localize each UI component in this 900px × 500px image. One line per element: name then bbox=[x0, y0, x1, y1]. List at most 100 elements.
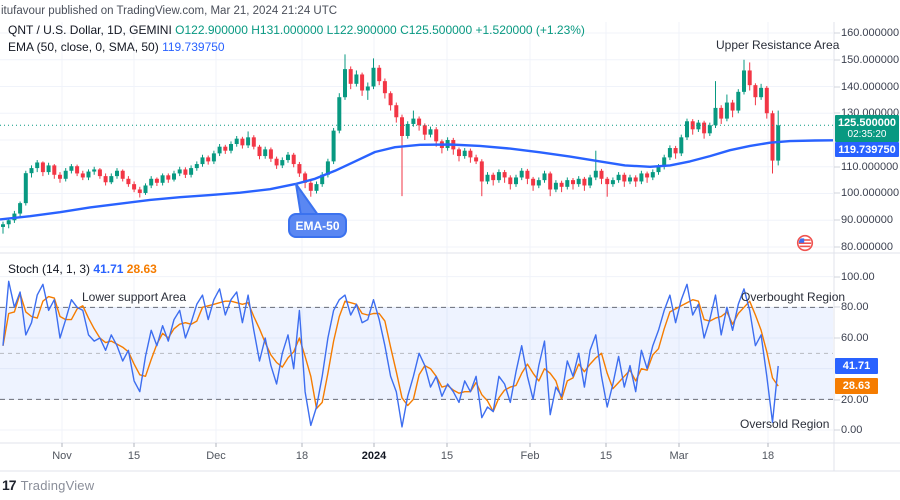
candle-body bbox=[696, 122, 701, 130]
candle-body bbox=[713, 107, 718, 126]
candle-body bbox=[240, 138, 245, 146]
candle-body bbox=[58, 174, 62, 179]
stoch-axis-label: 60.00 bbox=[841, 332, 869, 344]
candle-body bbox=[337, 97, 342, 131]
candle-body bbox=[97, 169, 102, 177]
candle-body bbox=[1, 224, 5, 227]
candle-body bbox=[639, 173, 644, 182]
candle-body bbox=[80, 173, 85, 178]
candle-body bbox=[23, 173, 28, 204]
candle-body bbox=[291, 154, 296, 165]
symbol-legend[interactable]: QNT / U.S. Dollar, 1D, GEMINI O122.90000… bbox=[8, 23, 585, 37]
candle-body bbox=[18, 203, 23, 214]
stoch-k-line bbox=[2, 280, 779, 428]
candle-body bbox=[434, 129, 439, 142]
candle-body bbox=[610, 180, 615, 185]
candle-body bbox=[229, 144, 233, 151]
candle-body bbox=[411, 118, 416, 124]
candle-body bbox=[160, 175, 165, 183]
candle-body bbox=[137, 189, 142, 193]
candle-body bbox=[542, 173, 547, 181]
candle-body bbox=[559, 182, 564, 187]
candle-body bbox=[63, 170, 68, 179]
candle-body bbox=[314, 184, 319, 191]
symbol-title: QNT / U.S. Dollar, 1D, GEMINI bbox=[8, 23, 172, 37]
ohlc-low: L122.900000 bbox=[326, 23, 397, 37]
candle-body bbox=[268, 149, 273, 159]
stoch-d-badge-value: 28.63 bbox=[842, 380, 871, 392]
candle-body bbox=[593, 170, 598, 178]
candle-body bbox=[428, 129, 433, 135]
time-axis-label: 18 bbox=[295, 450, 309, 462]
stoch-k-badge: 41.71 bbox=[835, 358, 878, 374]
candle-body bbox=[109, 176, 114, 183]
candle-body bbox=[764, 87, 769, 114]
price-axis-label: 160.000000 bbox=[841, 27, 900, 39]
candle-body bbox=[194, 164, 199, 169]
ema-callout[interactable]: EMA-50 bbox=[288, 213, 347, 238]
stoch-legend[interactable]: Stoch (14, 1, 3) 41.71 28.63 bbox=[8, 262, 157, 276]
candle-body bbox=[417, 118, 422, 126]
stoch-d-line bbox=[2, 292, 779, 413]
ema-legend[interactable]: EMA (50, close, 0, SMA, 50) 119.739750 bbox=[8, 40, 225, 54]
candle-body bbox=[702, 122, 707, 134]
candle-body bbox=[645, 173, 650, 178]
candle-body bbox=[457, 149, 461, 157]
candle-body bbox=[166, 175, 171, 180]
candle-body bbox=[183, 169, 188, 175]
chart-canvas[interactable] bbox=[0, 0, 900, 478]
stoch-d-badge: 28.63 bbox=[835, 378, 878, 394]
candle-body bbox=[177, 169, 182, 174]
ema-legend-name: EMA (50, close, 0, SMA, 50) bbox=[8, 40, 159, 54]
time-axis-label: 15 bbox=[127, 450, 141, 462]
time-axis-label: Dec bbox=[206, 450, 226, 462]
candle-body bbox=[667, 148, 672, 158]
candle-body bbox=[707, 125, 712, 134]
candle-body bbox=[479, 161, 484, 182]
oversold-region-label: Oversold Region bbox=[740, 417, 830, 431]
candle-body bbox=[496, 172, 501, 181]
candle-body bbox=[719, 107, 724, 119]
candle-body bbox=[724, 102, 729, 119]
stoch-d-value: 28.63 bbox=[126, 262, 157, 276]
stoch-axis-label: 100.00 bbox=[841, 271, 875, 283]
candle-body bbox=[462, 150, 467, 157]
candle-body bbox=[474, 157, 479, 162]
candle-body bbox=[405, 123, 410, 136]
stoch-axis-label: 80.00 bbox=[841, 301, 869, 313]
candle-body bbox=[377, 67, 382, 82]
candle-body bbox=[29, 168, 34, 174]
candle-body bbox=[394, 105, 399, 118]
candle-body bbox=[286, 154, 290, 161]
candle-body bbox=[770, 113, 775, 161]
tradingview-logo[interactable]: 17 TradingView bbox=[2, 477, 94, 493]
candle-body bbox=[132, 184, 137, 190]
price-axis-label: 100.000000 bbox=[841, 187, 900, 199]
time-axis-label: 2024 bbox=[361, 450, 387, 462]
candle-body bbox=[263, 149, 268, 157]
candle-body bbox=[519, 170, 524, 178]
candle-body bbox=[514, 177, 518, 185]
candle-body bbox=[149, 178, 154, 186]
candle-body bbox=[628, 177, 632, 182]
time-axis-label: Mar bbox=[669, 450, 689, 462]
us-flag-icon[interactable] bbox=[796, 234, 814, 252]
candle-body bbox=[753, 85, 758, 98]
ema-legend-value: 119.739750 bbox=[162, 40, 225, 54]
tradingview-logo-mark: 17 bbox=[2, 477, 17, 493]
ema-callout-label: EMA-50 bbox=[295, 218, 340, 233]
ema50-line bbox=[0, 139, 834, 221]
ohlc-close: C125.500000 bbox=[400, 23, 473, 37]
candle-body bbox=[548, 173, 553, 190]
lower-support-label: Lower support Area bbox=[82, 290, 187, 304]
candle-body bbox=[246, 137, 251, 146]
change-value: +1.520000 (+1.23%) bbox=[475, 23, 585, 37]
stoch-axis-label: 20.00 bbox=[841, 394, 869, 406]
price-axis-label: 110.000000 bbox=[841, 161, 899, 173]
last-price-badge: 125.500000 02:35:20 bbox=[835, 115, 899, 142]
time-axis-label: 15 bbox=[440, 450, 454, 462]
candle-body bbox=[69, 166, 74, 171]
candle-body bbox=[742, 70, 746, 92]
ema-price-badge: 119.739750 bbox=[835, 142, 899, 157]
